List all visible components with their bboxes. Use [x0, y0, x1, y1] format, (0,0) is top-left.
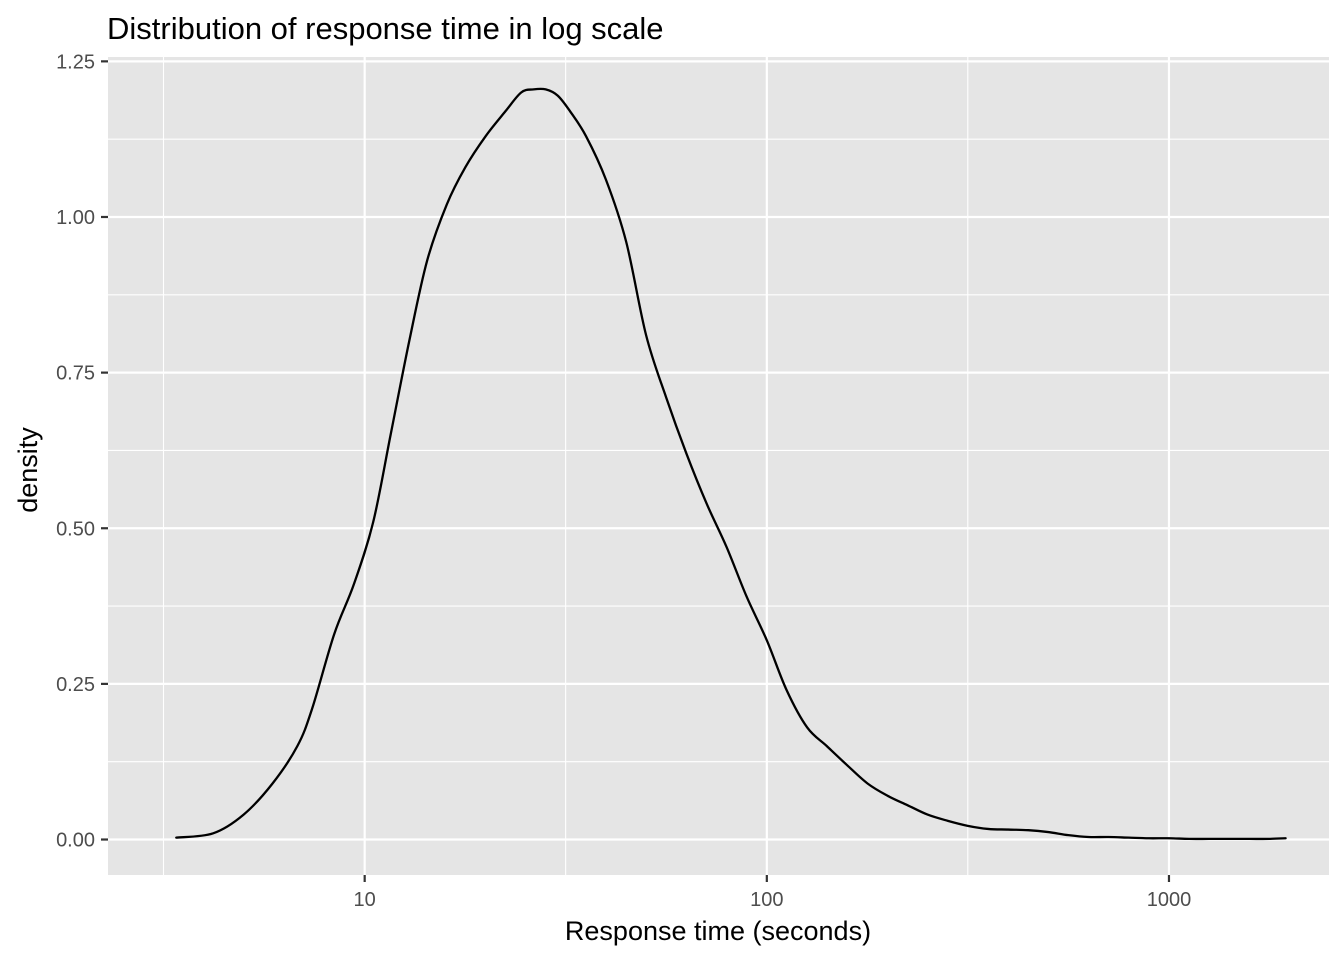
x-axis: 10 100 1000 — [354, 875, 1192, 911]
y-tick-label-0: 0.00 — [56, 830, 95, 852]
chart-title: Distribution of response time in log sca… — [107, 11, 664, 46]
y-axis: 0.00 0.25 0.50 0.75 1.00 1.25 — [56, 51, 108, 852]
y-tick-label-3: 0.75 — [56, 363, 95, 385]
x-tick-label-0: 10 — [354, 889, 376, 911]
y-tick-label-5: 1.25 — [56, 51, 95, 73]
y-axis-title: density — [13, 427, 43, 513]
x-tick-label-2: 1000 — [1147, 889, 1192, 911]
y-tick-label-1: 0.25 — [56, 674, 95, 696]
x-axis-title: Response time (seconds) — [565, 916, 871, 946]
y-tick-label-2: 0.50 — [56, 518, 95, 540]
minor-gridlines — [108, 57, 1329, 875]
x-tick-label-1: 100 — [750, 889, 783, 911]
density-line — [175, 87, 1287, 841]
major-gridlines — [108, 57, 1329, 875]
plot-panel — [108, 57, 1329, 875]
y-tick-label-4: 1.00 — [56, 207, 95, 229]
